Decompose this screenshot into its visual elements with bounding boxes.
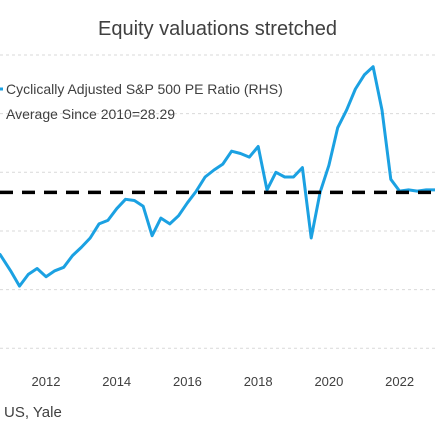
- legend-entry-average: Average Since 2010=28.29: [6, 106, 175, 122]
- x-axis-ticks: 2012 2014 2016 2018 2020 2022: [32, 374, 415, 389]
- gridlines: [0, 54, 435, 349]
- legend: Cyclically Adjusted S&P 500 PE Ratio (RH…: [0, 81, 283, 122]
- chart-title: Equity valuations stretched: [97, 18, 338, 40]
- x-tick-label: 2018: [244, 374, 273, 389]
- legend-entry-cape: Cyclically Adjusted S&P 500 PE Ratio (RH…: [6, 81, 283, 97]
- x-tick-label: 2016: [173, 374, 202, 389]
- x-tick-label: 2012: [32, 374, 61, 389]
- x-tick-label: 2014: [102, 374, 131, 389]
- series-line-cape: [0, 65, 435, 288]
- x-tick-label: 2020: [314, 374, 343, 389]
- x-tick-label: 2022: [385, 374, 414, 389]
- series-layer: [0, 65, 435, 288]
- source-note: US, Yale: [4, 404, 62, 421]
